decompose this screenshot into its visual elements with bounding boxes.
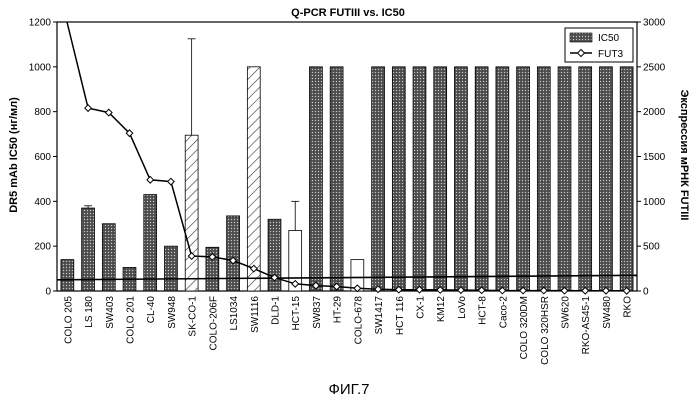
y-tick-label: 400 bbox=[34, 197, 51, 208]
ic50-bar bbox=[227, 216, 240, 291]
category-label: CL-40 bbox=[146, 296, 157, 324]
category-label: COLO 320HSR bbox=[540, 296, 551, 365]
category-label: SW837 bbox=[312, 296, 323, 329]
ic50-bar bbox=[455, 67, 468, 291]
category-label: SW620 bbox=[561, 296, 572, 329]
ic50-bar bbox=[185, 135, 198, 291]
fut3-point bbox=[85, 105, 92, 112]
fut3-point bbox=[147, 177, 154, 184]
category-label: SW1116 bbox=[250, 296, 261, 333]
ic50-bar bbox=[496, 67, 509, 291]
ic50-bar bbox=[372, 67, 385, 291]
y2-tick-label: 2000 bbox=[643, 107, 666, 118]
y-tick-label: 1200 bbox=[29, 18, 52, 29]
category-label: HCT-8 bbox=[478, 296, 489, 325]
ic50-bar bbox=[247, 67, 260, 291]
ic50-bar bbox=[517, 67, 530, 291]
legend-ic50-swatch bbox=[570, 33, 592, 42]
ic50-bars bbox=[61, 67, 633, 291]
category-label: Caco-2 bbox=[498, 296, 509, 329]
y-axis-label: DR5 mAb IC50 (нг/мл) bbox=[8, 97, 20, 213]
category-label: LS 180 bbox=[84, 296, 95, 328]
ic50-bar bbox=[330, 67, 343, 291]
ic50-bar bbox=[579, 67, 592, 291]
category-label: SW948 bbox=[167, 296, 178, 329]
category-label: CX-1 bbox=[416, 296, 427, 319]
category-label: LoVo bbox=[457, 296, 468, 319]
ic50-bar bbox=[475, 67, 488, 291]
chart-title: Q-PCR FUTIII vs. IC50 bbox=[291, 7, 405, 19]
ic50-bar bbox=[61, 260, 74, 291]
ic50-bar bbox=[392, 67, 405, 291]
ic50-bar bbox=[413, 67, 426, 291]
category-label: SW1417 bbox=[374, 296, 385, 335]
y2-tick-label: 3000 bbox=[643, 18, 666, 29]
legend-fut3-label: FUT3 bbox=[598, 49, 623, 60]
ic50-bar bbox=[310, 67, 323, 291]
y-axis-ticks: 0 200 400 600 800 1000 1200 bbox=[29, 18, 57, 298]
y-tick-label: 1000 bbox=[29, 62, 52, 73]
y2-tick-label: 0 bbox=[643, 287, 649, 298]
ic50-bar bbox=[620, 67, 633, 291]
ic50-bar bbox=[165, 246, 178, 291]
legend: IC50 FUT3 bbox=[565, 28, 633, 62]
y2-tick-label: 1000 bbox=[643, 197, 666, 208]
ic50-bar bbox=[434, 67, 447, 291]
category-label: RKO bbox=[623, 296, 634, 318]
category-label: COLO 320DM bbox=[519, 296, 530, 359]
y2-axis-ticks: 0 500 1000 1500 2000 2500 3000 bbox=[637, 18, 666, 298]
y-tick-label: 600 bbox=[34, 152, 51, 163]
category-label: SW403 bbox=[105, 296, 116, 329]
category-label: LS1034 bbox=[229, 296, 240, 331]
category-label: COLO 201 bbox=[126, 296, 137, 344]
y2-tick-label: 1500 bbox=[643, 152, 666, 163]
category-label: HT-29 bbox=[333, 296, 344, 324]
y2-axis-label: Экспрессия мРНК FUTIII bbox=[678, 90, 690, 221]
y-tick-label: 0 bbox=[45, 287, 51, 298]
category-label: COLO 205 bbox=[63, 296, 74, 344]
category-label: SK-CO-1 bbox=[188, 296, 199, 337]
figure-label: ФИГ.7 bbox=[329, 381, 370, 398]
category-label: KM12 bbox=[436, 296, 447, 323]
category-label: RKO-AS45-1 bbox=[581, 296, 592, 355]
category-labels: COLO 205 LS 180 SW403 COLO 201 CL-40 SW948 SK-… bbox=[63, 296, 633, 365]
category-label: HCT 116 bbox=[395, 296, 406, 336]
y2-tick-label: 2500 bbox=[643, 62, 666, 73]
ic50-bar bbox=[82, 208, 95, 291]
y-tick-label: 200 bbox=[34, 242, 51, 253]
ic50-bar bbox=[144, 195, 157, 291]
fut3-point bbox=[168, 178, 175, 185]
ic50-bar bbox=[600, 67, 613, 291]
category-label: DLD-1 bbox=[271, 296, 282, 325]
ic50-bar bbox=[102, 224, 115, 291]
y2-tick-label: 500 bbox=[643, 242, 660, 253]
ic50-bar bbox=[537, 67, 550, 291]
category-label: SW480 bbox=[602, 296, 613, 329]
category-label: COLO-206F bbox=[208, 296, 219, 350]
legend-ic50-label: IC50 bbox=[598, 33, 620, 44]
category-label: COLO-678 bbox=[353, 296, 364, 345]
category-label: HCT-15 bbox=[291, 296, 302, 331]
ic50-bar bbox=[558, 67, 571, 291]
y-tick-label: 800 bbox=[34, 107, 51, 118]
